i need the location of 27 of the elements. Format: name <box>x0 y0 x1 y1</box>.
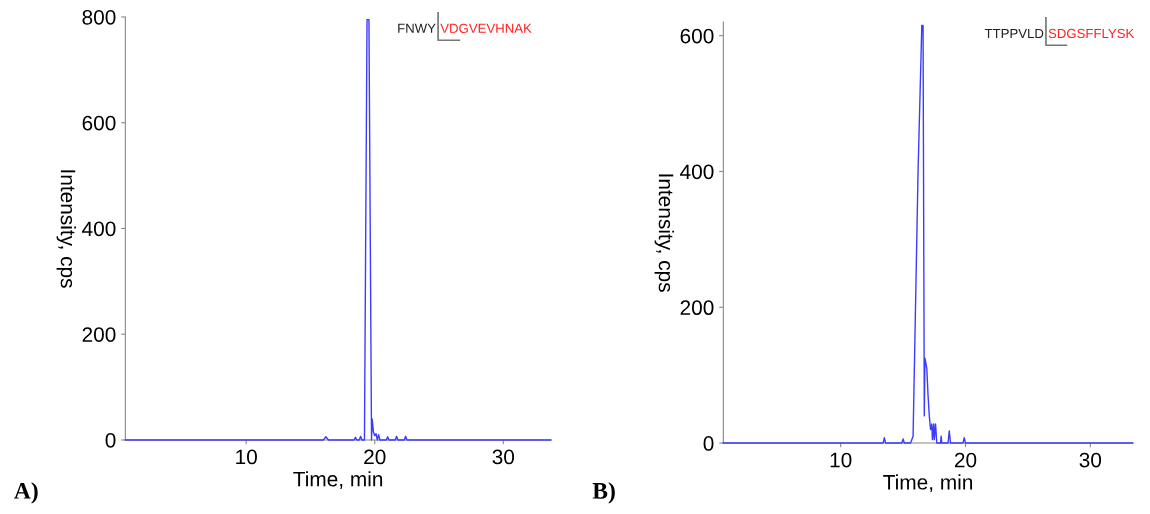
annotation: VDGVEVHNAK <box>440 23 532 33</box>
x-tick-label: 10 <box>236 449 257 465</box>
y-tick-label: 600 <box>82 115 116 131</box>
x-tick-label: 20 <box>954 452 977 468</box>
x-tick-label: 10 <box>830 452 852 468</box>
y-tick-label: 400 <box>680 164 714 180</box>
y-tick-label: 400 <box>82 221 116 237</box>
x-axis-title: Time, min <box>293 471 383 489</box>
y-axis-title: Intensity, cps <box>654 174 674 292</box>
x-tick-label: 20 <box>364 449 386 465</box>
y-tick-label: 0 <box>105 432 116 448</box>
y-tick-label: 200 <box>82 327 116 342</box>
y-tick-label: 200 <box>680 300 714 316</box>
line-series <box>124 18 552 441</box>
y-tick-label: 0 <box>703 436 714 451</box>
annotation: FNWY <box>398 23 436 33</box>
x-axis-title: Time, min <box>883 474 973 493</box>
x-tick-label: 30 <box>492 449 515 465</box>
annotation: TTPPVLD <box>984 28 1044 38</box>
y-tick-label: 600 <box>680 28 714 44</box>
y-axis-title: Intensity, cps <box>56 170 76 288</box>
line-series <box>722 24 1134 444</box>
y-tick-label: 800 <box>82 9 116 25</box>
text: A) <box>14 482 38 504</box>
x-tick-label: 30 <box>1079 452 1102 468</box>
annotation: SDGSFFLYSK <box>1048 28 1135 39</box>
text: B) <box>592 482 615 504</box>
